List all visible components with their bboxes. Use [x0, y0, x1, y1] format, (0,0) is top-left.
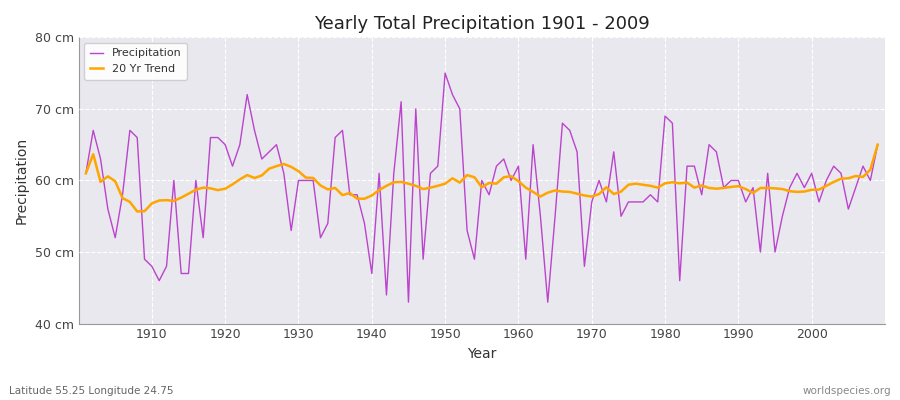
Line: Precipitation: Precipitation: [86, 73, 878, 302]
Precipitation: [616, 214, 626, 219]
Title: Yearly Total Precipitation 1901 - 2009: Yearly Total Precipitation 1901 - 2009: [314, 15, 650, 33]
Precipitation: [527, 142, 538, 147]
20 Yr Trend: [513, 179, 524, 184]
Precipitation: [345, 192, 356, 197]
Text: Latitude 55.25 Longitude 24.75: Latitude 55.25 Longitude 24.75: [9, 386, 174, 396]
Precipitation: [140, 257, 150, 262]
Text: worldspecies.org: worldspecies.org: [803, 386, 891, 396]
Precipitation: [520, 257, 531, 262]
20 Yr Trend: [80, 171, 91, 176]
Precipitation: [872, 142, 883, 147]
Precipitation: [80, 171, 91, 176]
Precipitation: [440, 71, 451, 76]
Precipitation: [301, 178, 311, 183]
20 Yr Trend: [147, 201, 158, 206]
Precipitation: [403, 300, 414, 304]
Y-axis label: Precipitation: Precipitation: [15, 137, 29, 224]
Legend: Precipitation, 20 Yr Trend: Precipitation, 20 Yr Trend: [84, 43, 187, 80]
20 Yr Trend: [352, 196, 363, 201]
20 Yr Trend: [520, 185, 531, 190]
20 Yr Trend: [308, 176, 319, 180]
Line: 20 Yr Trend: 20 Yr Trend: [86, 145, 878, 212]
20 Yr Trend: [131, 209, 142, 214]
20 Yr Trend: [608, 192, 619, 196]
X-axis label: Year: Year: [467, 347, 497, 361]
20 Yr Trend: [872, 142, 883, 147]
